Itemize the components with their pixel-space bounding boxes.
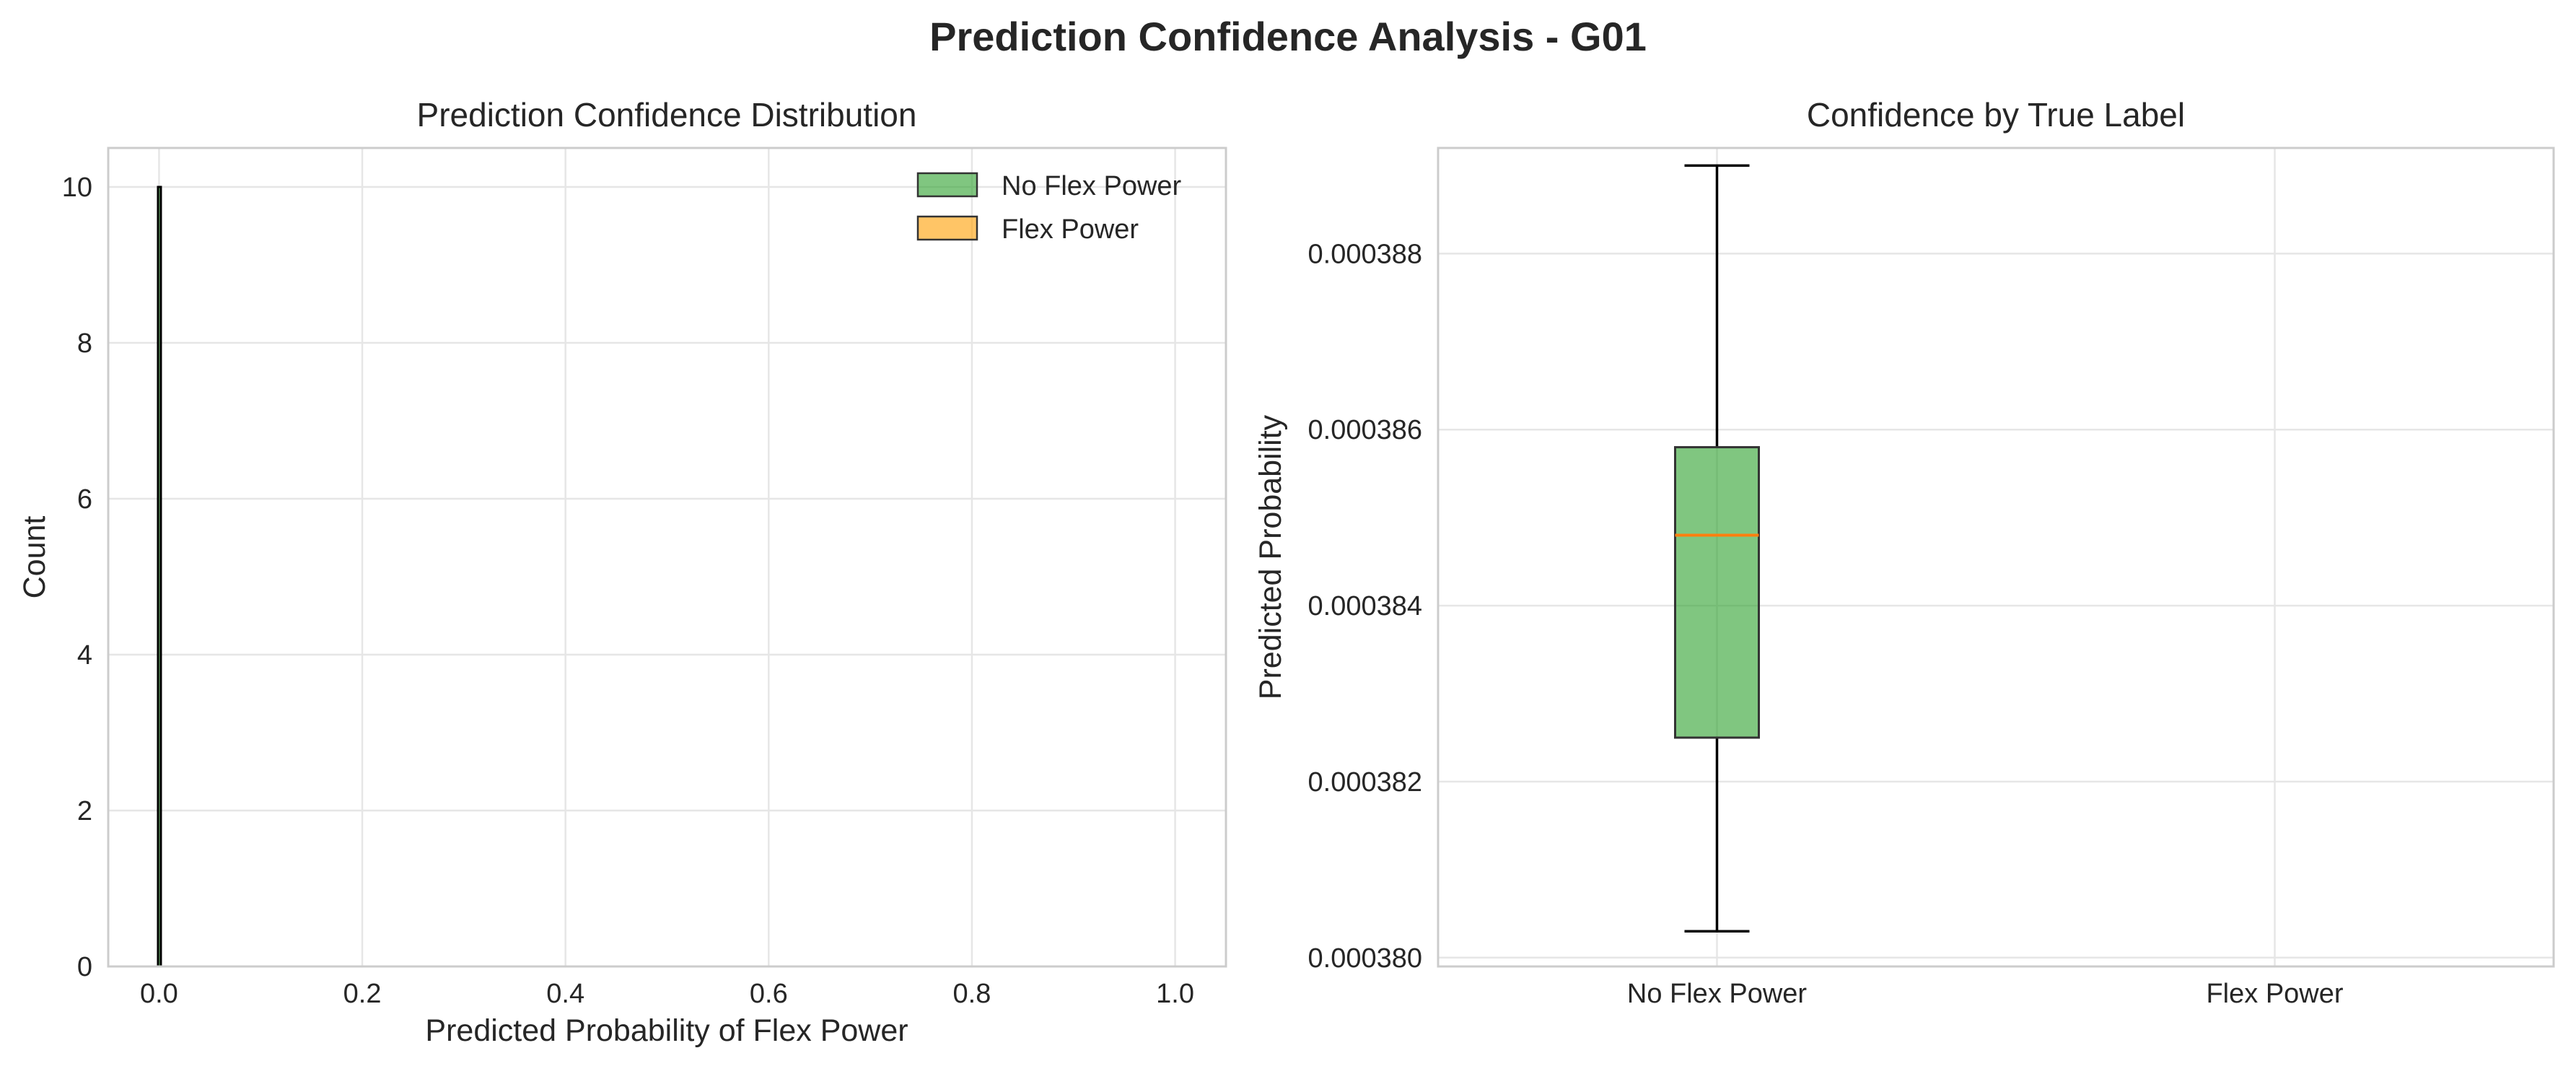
x-tick-label: 0.2 [343,979,382,1009]
boxplot-y-label: Predicted Probability [1253,414,1288,699]
y-tick-label: 8 [77,328,92,359]
boxplot-panel: Confidence by True Label No Flex Power Fl… [1253,96,2555,1009]
x-tick-label: 0.4 [546,979,584,1009]
legend-label: No Flex Power [1002,171,1182,201]
boxplot-title: Confidence by True Label [1807,96,2185,134]
box [1674,446,1760,739]
boxplot-frame [1437,147,2555,968]
boxplot-y-ticks: 0.000380 0.000382 0.000384 0.000386 0.000388 [1308,239,1423,973]
histogram-plot-area [108,148,1226,966]
legend-swatch [916,172,978,198]
y-tick-label: 6 [77,484,92,515]
y-tick-label: 0.000382 [1308,767,1423,798]
histogram-x-label: Predicted Probability of Flex Power [425,1013,908,1048]
boxplot-plot-area [1438,148,2554,966]
histogram-frame [107,147,1227,968]
x-tick-label: No Flex Power [1627,979,1808,1009]
y-tick-label: 0.000384 [1308,591,1423,621]
histogram-bars [157,185,162,968]
histogram-y-ticks: 0 2 4 6 8 10 [62,173,92,982]
histogram-y-label: Count [17,516,52,599]
legend-label: Flex Power [1002,214,1139,245]
y-tick-label: 4 [77,640,92,671]
y-tick-label: 0 [77,952,92,982]
boxplot-boxes [1674,164,1760,933]
boxplot-x-ticks: No Flex Power Flex Power [1627,979,2344,1009]
y-tick-label: 2 [77,796,92,826]
histogram-bar [157,185,162,968]
histogram-legend: No Flex Power Flex Power [916,171,1182,245]
histogram-panel: Prediction Confidence Distribution 0.0 0.… [17,96,1227,1048]
x-tick-label: 0.8 [953,979,991,1009]
legend-swatch [916,215,978,241]
histogram-x-ticks: 0.0 0.2 0.4 0.6 0.8 1.0 [140,979,1194,1009]
y-tick-label: 10 [62,173,92,203]
x-tick-label: 1.0 [1156,979,1194,1009]
x-tick-label: Flex Power [2206,979,2343,1009]
x-tick-label: 0.6 [750,979,788,1009]
figure-title: Prediction Confidence Analysis - G01 [929,14,1647,59]
x-tick-label: 0.0 [140,979,178,1009]
histogram-title: Prediction Confidence Distribution [417,96,917,134]
y-tick-label: 0.000380 [1308,943,1423,974]
y-tick-label: 0.000388 [1308,239,1423,269]
y-tick-label: 0.000386 [1308,415,1423,445]
